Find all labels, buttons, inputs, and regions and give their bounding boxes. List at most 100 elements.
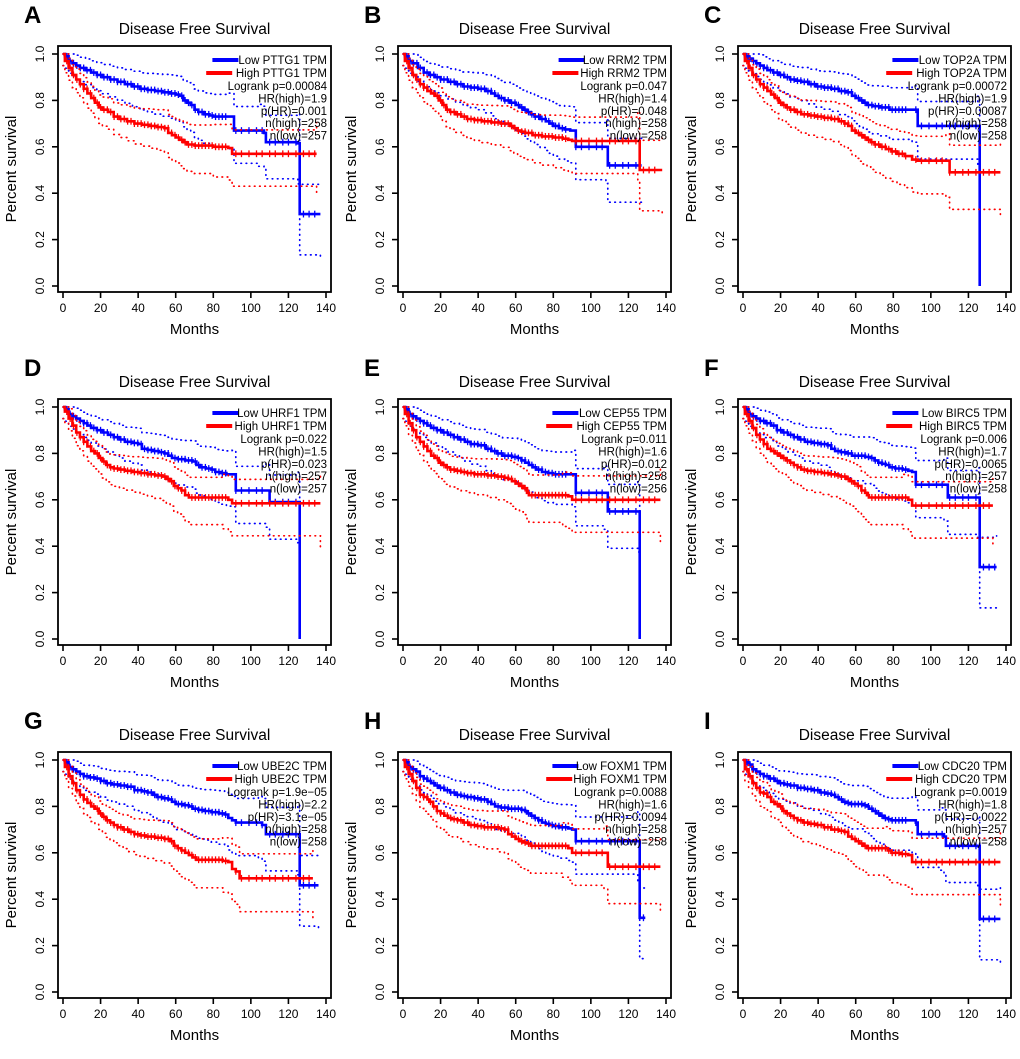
panel-title: Disease Free Survival <box>119 727 271 744</box>
curves <box>402 52 664 215</box>
y-tick-label: 0.8 <box>713 445 727 462</box>
axes: Disease Free Survival 0 20 40 60 80 100 120 140 0… <box>3 21 336 338</box>
x-tick-label: 0 <box>60 301 67 315</box>
ci-lower <box>402 64 643 208</box>
legend-label: Low UBE2C TPM <box>237 761 327 773</box>
y-axis-label: Percent survival <box>683 822 700 929</box>
legend-label: High UBE2C TPM <box>235 774 327 786</box>
x-tick-label: 20 <box>94 654 108 668</box>
stat-line: n(high)=257 <box>945 824 1007 836</box>
ci-lower <box>402 417 662 545</box>
x-axis-label: Months <box>510 321 559 338</box>
ci-upper <box>62 53 322 186</box>
x-tick-label: 60 <box>169 654 183 668</box>
panel-letter: D <box>24 355 42 382</box>
km-chart-foxm1: Disease Free Survival 0 20 40 60 80 100 120 140 0… <box>343 727 676 1044</box>
x-tick-label: 40 <box>471 301 485 315</box>
x-tick-label: 100 <box>241 654 261 668</box>
stat-line: n(low)=258 <box>610 837 667 849</box>
x-tick-label: 100 <box>241 1007 261 1021</box>
axes: Disease Free Survival 0 20 40 60 80 100 120 140 0… <box>683 374 1016 691</box>
x-tick-label: 140 <box>316 654 336 668</box>
panel-letter: C <box>704 2 722 29</box>
y-tick-label: 0.0 <box>713 630 727 647</box>
y-tick-label: 1.0 <box>713 45 727 62</box>
x-tick-label: 60 <box>849 654 863 668</box>
ci-lower <box>742 770 1002 964</box>
stat-line: n(low)=258 <box>610 131 667 143</box>
x-tick-label: 60 <box>169 1007 183 1021</box>
panel-title: Disease Free Survival <box>119 21 271 38</box>
y-tick-label: 0.6 <box>33 844 47 861</box>
x-tick-label: 100 <box>581 654 601 668</box>
y-tick-label: 0.6 <box>373 844 387 861</box>
stat-line: HR(high)=1.9 <box>938 93 1007 105</box>
y-tick-label: 0.8 <box>713 92 727 109</box>
y-tick-label: 0.8 <box>373 798 387 815</box>
x-tick-label: 140 <box>656 654 676 668</box>
stat-line: n(low)=258 <box>950 484 1007 496</box>
panel-title: Disease Free Survival <box>799 374 951 391</box>
x-axis-label: Months <box>850 1027 899 1044</box>
y-tick-label: 0.2 <box>373 584 387 601</box>
y-axis-label: Percent survival <box>343 116 360 223</box>
ci-upper <box>742 406 998 539</box>
panel-title: Disease Free Survival <box>459 727 611 744</box>
ci-upper <box>402 759 662 841</box>
curves <box>742 758 1002 964</box>
x-tick-label: 40 <box>811 1007 825 1021</box>
stat-line: p(HR)=3.1e−05 <box>248 812 327 824</box>
x-tick-label: 140 <box>316 301 336 315</box>
x-tick-label: 120 <box>278 654 298 668</box>
stat-line: n(low)=258 <box>950 131 1007 143</box>
stat-line: n(high)=258 <box>605 118 667 130</box>
stat-line: n(high)=258 <box>605 824 667 836</box>
km-panel-e: E Disease Free Survival 0 20 40 60 80 100 120 14… <box>340 353 680 706</box>
x-axis-label: Months <box>510 1027 559 1044</box>
ci-upper <box>402 759 647 889</box>
x-tick-label: 20 <box>774 301 788 315</box>
x-tick-label: 100 <box>581 1007 601 1021</box>
stat-line: Logrank p=0.022 <box>240 434 327 446</box>
stat-line: HR(high)=1.9 <box>258 93 327 105</box>
stat-line: Logrank p=0.011 <box>581 434 667 446</box>
curves <box>742 405 998 611</box>
y-tick-label: 1.0 <box>33 45 47 62</box>
y-tick-label: 1.0 <box>713 398 727 415</box>
x-tick-label: 100 <box>241 301 261 315</box>
stat-line: HR(high)=1.7 <box>938 446 1007 458</box>
y-tick-label: 1.0 <box>373 45 387 62</box>
axes: Disease Free Survival 0 20 40 60 80 100 120 140 0… <box>343 374 676 691</box>
x-tick-label: 120 <box>618 1007 638 1021</box>
legend-label: High CDC20 TPM <box>915 774 1007 786</box>
stat-line: n(low)=258 <box>950 837 1007 849</box>
y-axis-label: Percent survival <box>343 469 360 576</box>
ci-upper <box>62 759 314 855</box>
x-tick-label: 40 <box>471 654 485 668</box>
x-tick-label: 20 <box>94 301 108 315</box>
x-tick-label: 0 <box>740 654 747 668</box>
x-axis-label: Months <box>850 321 899 338</box>
x-tick-label: 100 <box>921 301 941 315</box>
panel-letter: E <box>364 355 381 382</box>
ci-lower <box>402 770 647 961</box>
y-axis-label: Percent survival <box>3 469 20 576</box>
axes: Disease Free Survival 0 20 40 60 80 100 120 140 0… <box>343 21 676 338</box>
x-tick-label: 40 <box>811 654 825 668</box>
x-tick-label: 140 <box>996 654 1016 668</box>
stat-line: n(high)=258 <box>605 471 667 483</box>
stat-line: p(HR)=0.00087 <box>928 106 1007 118</box>
stat-line: n(high)=257 <box>945 471 1007 483</box>
stat-line: Logrank p=1.9e−05 <box>227 787 327 799</box>
legend-label: High CEP55 TPM <box>576 421 667 433</box>
y-tick-label: 0.4 <box>713 891 727 908</box>
legend-label: Low CEP55 TPM <box>579 408 667 420</box>
km-chart-birc5: Disease Free Survival 0 20 40 60 80 100 120 140 0… <box>683 374 1016 691</box>
km-panel-g: G Disease Free Survival 0 20 40 60 80 100 120 14… <box>0 706 340 1059</box>
x-tick-label: 20 <box>774 1007 788 1021</box>
stat-line: HR(high)=1.6 <box>598 446 667 458</box>
legend-label: Low BIRC5 TPM <box>922 408 1007 420</box>
low-km-curve <box>63 405 301 639</box>
ci-lower <box>742 770 1002 907</box>
